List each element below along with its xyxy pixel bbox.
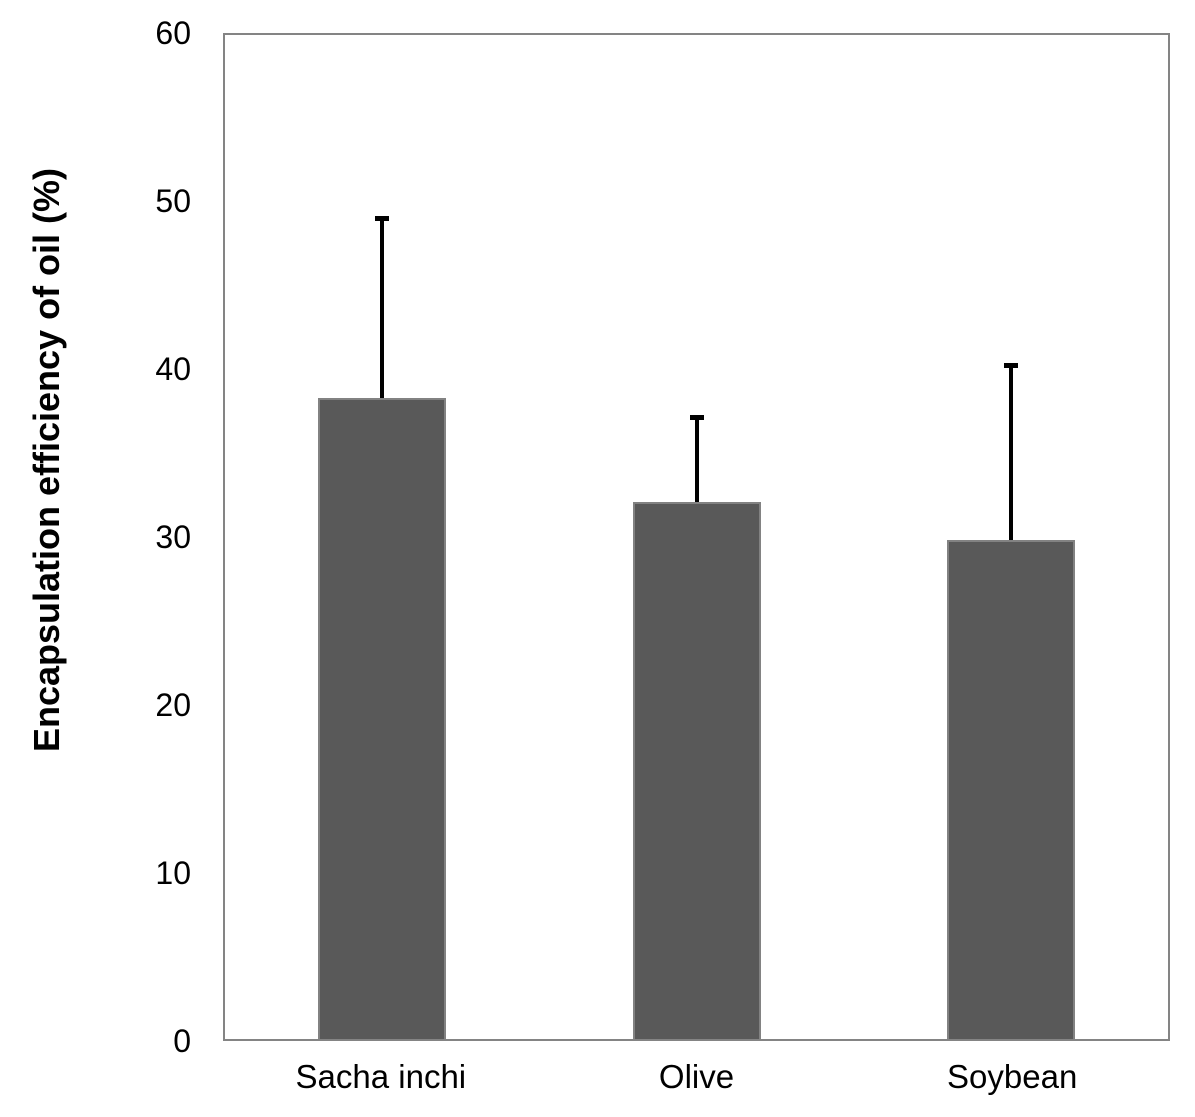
error-bar-cap-soybean [1003, 362, 1018, 368]
y-tick-label-50: 50 [155, 183, 191, 219]
error-bar-cap-olive [689, 414, 704, 420]
error-bar-soybean [1008, 363, 1013, 541]
x-label-olive: Olive [658, 1058, 735, 1095]
bar-sacha-inchi [318, 398, 447, 1039]
y-tick-label-40: 40 [155, 351, 191, 387]
x-label-sacha-inchi: Sacha inchi [295, 1058, 467, 1095]
error-bar-olive [694, 414, 699, 502]
y-tick-label-60: 60 [155, 15, 191, 51]
y-tick-label-0: 0 [173, 1023, 191, 1059]
y-tick-label-30: 30 [155, 519, 191, 555]
bar-olive [632, 501, 761, 1039]
plot-area [223, 33, 1170, 1041]
y-tick-label-20: 20 [155, 687, 191, 723]
y-axis-title: Encapsulation efficiency of oil (%) [26, 167, 67, 753]
x-label-soybean: Soybean [947, 1058, 1078, 1095]
error-bar-cap-sacha-inchi [375, 215, 390, 221]
error-bar-sacha-inchi [380, 215, 385, 399]
y-tick-label-10: 10 [155, 855, 191, 891]
bar-soybean [946, 540, 1075, 1039]
